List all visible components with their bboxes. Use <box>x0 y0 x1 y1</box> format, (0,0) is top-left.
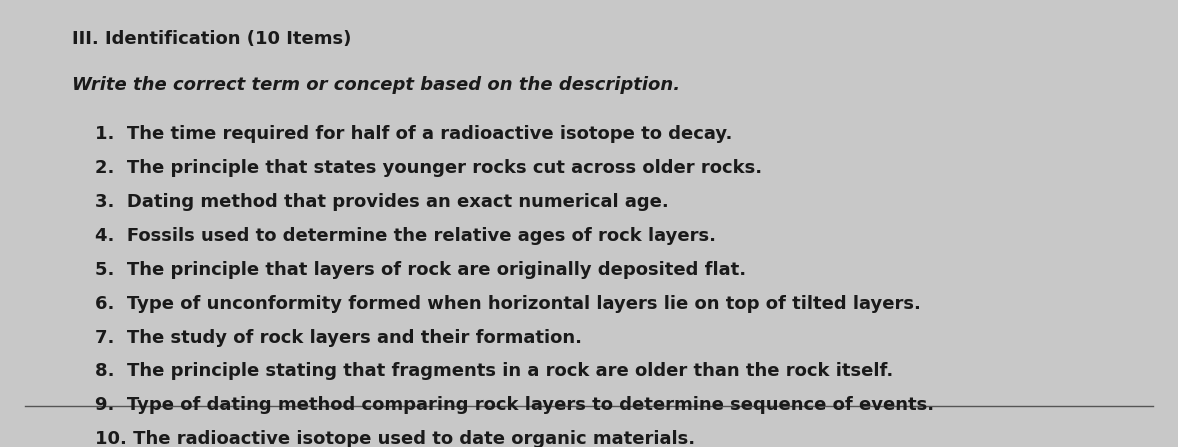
Text: 2.  The principle that states younger rocks cut across older rocks.: 2. The principle that states younger roc… <box>95 159 762 177</box>
Text: III. Identification (10 Items): III. Identification (10 Items) <box>72 30 351 48</box>
Text: 3.  Dating method that provides an exact numerical age.: 3. Dating method that provides an exact … <box>95 193 669 211</box>
Text: 9.  Type of dating method comparing rock layers to determine sequence of events.: 9. Type of dating method comparing rock … <box>95 396 934 414</box>
Text: 8.  The principle stating that fragments in a rock are older than the rock itsel: 8. The principle stating that fragments … <box>95 363 894 380</box>
Text: 10. The radioactive isotope used to date organic materials.: 10. The radioactive isotope used to date… <box>95 430 695 447</box>
Text: 1.  The time required for half of a radioactive isotope to decay.: 1. The time required for half of a radio… <box>95 125 733 143</box>
Text: 6.  Type of unconformity formed when horizontal layers lie on top of tilted laye: 6. Type of unconformity formed when hori… <box>95 295 921 313</box>
Text: Write the correct term or concept based on the description.: Write the correct term or concept based … <box>72 76 680 94</box>
Text: 4.  Fossils used to determine the relative ages of rock layers.: 4. Fossils used to determine the relativ… <box>95 227 716 245</box>
Text: 5.  The principle that layers of rock are originally deposited flat.: 5. The principle that layers of rock are… <box>95 261 747 279</box>
Text: 7.  The study of rock layers and their formation.: 7. The study of rock layers and their fo… <box>95 329 582 346</box>
